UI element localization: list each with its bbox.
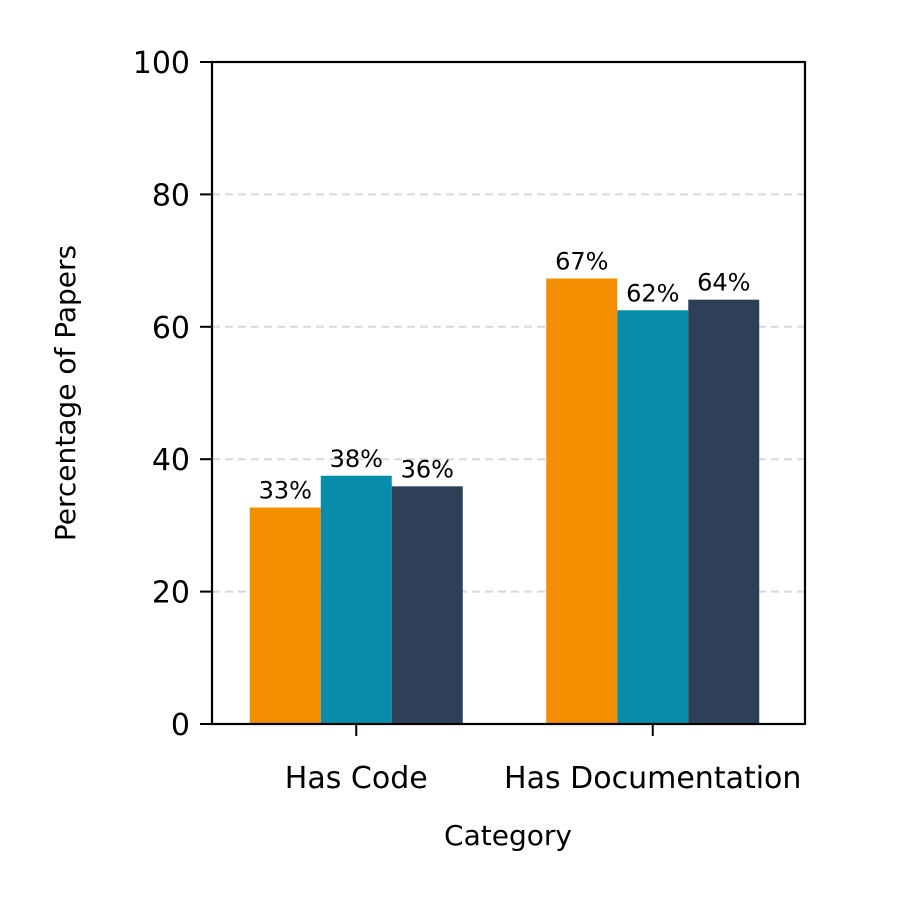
bar-value-label: 67% — [555, 247, 608, 275]
bar-value-label: 64% — [697, 269, 750, 297]
x-tick-label: Has Code — [285, 761, 428, 796]
x-axis-title: Category — [444, 819, 572, 852]
y-tick-label: 60 — [152, 311, 190, 346]
y-tick-label: 20 — [152, 576, 190, 611]
bar — [546, 278, 618, 724]
data-labels: 33% 38% 36% 67% 62% 64% — [259, 247, 751, 504]
y-tick-label: 100 — [133, 46, 190, 81]
y-axis-title: Percentage of Papers — [49, 245, 82, 541]
bar — [249, 507, 321, 724]
bar-value-label: 33% — [259, 477, 312, 505]
bar-value-label: 62% — [626, 279, 679, 307]
bar-value-label: 38% — [330, 445, 383, 473]
y-axis-ticks: 0 20 40 60 80 100 — [133, 46, 212, 743]
bar-value-label: 36% — [401, 455, 454, 483]
bar — [320, 475, 392, 724]
bars — [249, 278, 760, 724]
y-tick-label: 40 — [152, 443, 190, 478]
y-tick-label: 80 — [152, 178, 190, 213]
bar — [617, 310, 689, 724]
bar — [688, 299, 760, 724]
y-tick-label: 0 — [171, 708, 190, 743]
bar — [391, 486, 463, 724]
x-tick-label: Has Documentation — [504, 761, 801, 796]
plot-frame — [210, 60, 807, 726]
x-axis-ticks: Has Code Has Documentation — [285, 724, 801, 796]
